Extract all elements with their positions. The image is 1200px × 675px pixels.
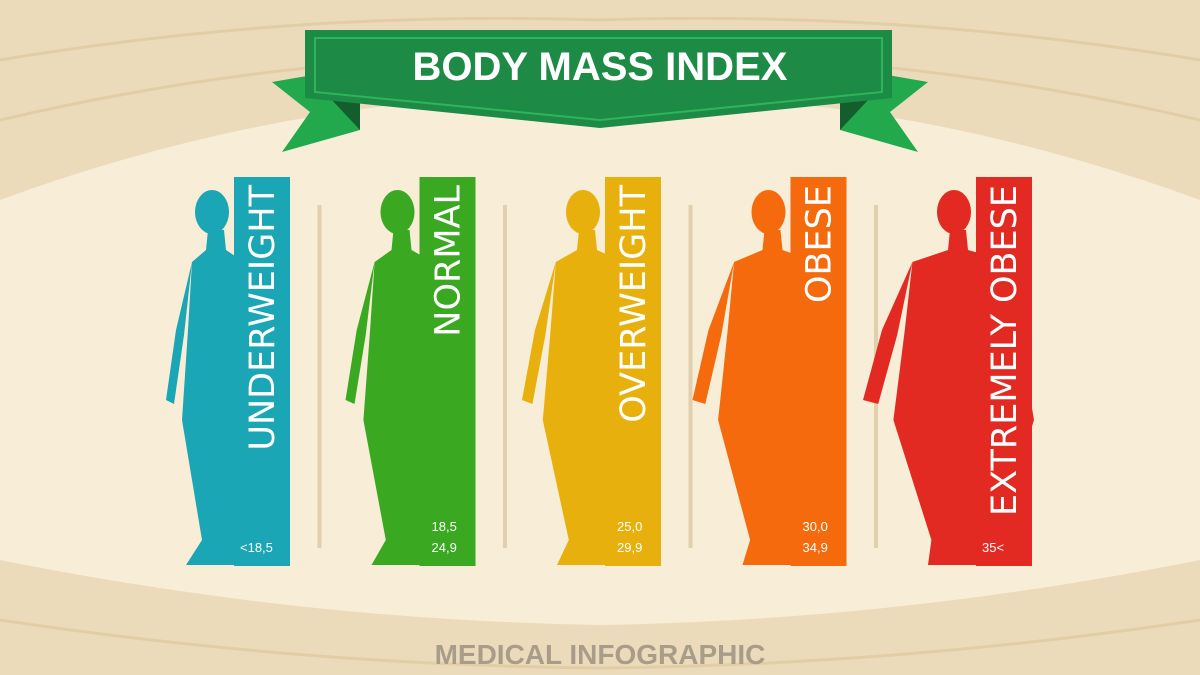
head bbox=[751, 190, 786, 234]
arm bbox=[522, 262, 556, 404]
arm bbox=[166, 262, 192, 404]
bmi-range: 35< bbox=[982, 540, 1004, 555]
category: UNDERWEIGHT <18,5 bbox=[166, 177, 290, 566]
head bbox=[380, 190, 415, 234]
head bbox=[566, 190, 600, 234]
category-label: NORMAL bbox=[429, 185, 469, 337]
category-label: OVERWEIGHT bbox=[614, 184, 654, 422]
footer: MEDICAL INFOGRAPHIC bbox=[435, 639, 766, 670]
category: EXTREMELY OBESE 35< bbox=[863, 177, 1034, 566]
ribbon: BODY MASS INDEX bbox=[272, 30, 928, 152]
bmi-range: 34,9 bbox=[803, 540, 828, 555]
bmi-range: 30,0 bbox=[803, 519, 828, 534]
head bbox=[937, 190, 971, 234]
bar bbox=[234, 177, 290, 566]
category-label: UNDERWEIGHT bbox=[243, 184, 283, 450]
ribbon-fold bbox=[330, 98, 360, 130]
band-stroke bbox=[0, 16, 1200, 62]
category-label: OBESE bbox=[800, 185, 840, 303]
ribbon-body bbox=[305, 30, 892, 128]
bmi-range: 25,0 bbox=[617, 519, 642, 534]
top-band bbox=[0, 0, 1200, 200]
bar bbox=[976, 177, 1032, 566]
bar bbox=[790, 177, 847, 566]
category: OVERWEIGHT 25,0 29,9 bbox=[503, 177, 661, 566]
ribbon-fold bbox=[840, 98, 870, 130]
category: OBESE 30,0 34,9 bbox=[688, 177, 847, 566]
bmi-range: 18,5 bbox=[432, 519, 457, 534]
arm bbox=[692, 262, 735, 404]
bmi-range: <18,5 bbox=[240, 540, 273, 555]
arm bbox=[345, 262, 375, 404]
category: NORMAL 18,5 24,9 bbox=[317, 177, 476, 566]
bottom-band bbox=[0, 560, 1200, 675]
bmi-range: 29,9 bbox=[617, 540, 642, 555]
title: BODY MASS INDEX bbox=[413, 45, 788, 89]
bmi-range: 24,9 bbox=[432, 540, 457, 555]
arm bbox=[863, 262, 913, 404]
category-label: EXTREMELY OBESE bbox=[985, 185, 1025, 516]
ribbon-border bbox=[314, 37, 883, 122]
bar bbox=[605, 177, 661, 566]
head bbox=[195, 190, 229, 234]
bar bbox=[419, 177, 476, 566]
band-stroke bbox=[0, 618, 1200, 670]
